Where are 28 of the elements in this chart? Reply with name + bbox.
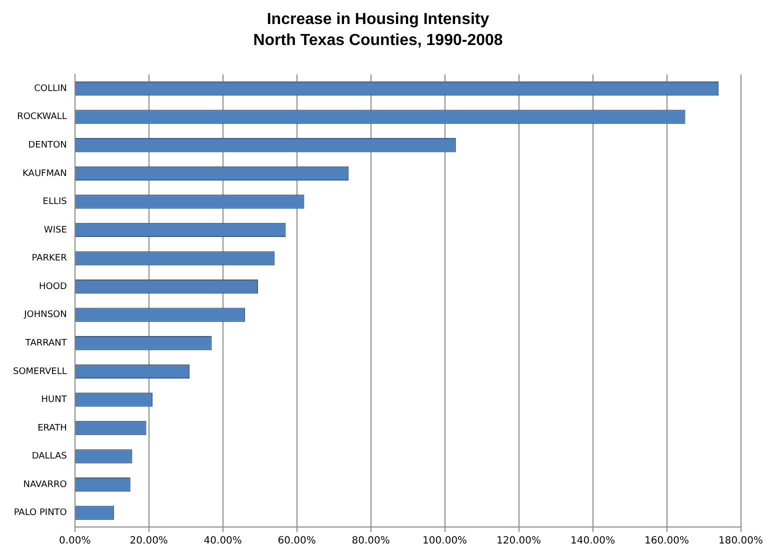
x-tick-label: 40.00% [204, 536, 242, 547]
x-tick-label: 140.00% [570, 536, 616, 547]
y-tick-label: HUNT [41, 395, 68, 406]
y-tick-label: DALLAS [32, 452, 68, 462]
y-tick-label: ERATH [38, 423, 67, 434]
y-tick-label: SOMERVELL [12, 366, 67, 377]
y-tick-label: DENTON [28, 140, 67, 150]
y-tick-label: COLLIN [34, 84, 67, 94]
y-tick-label: WISE [44, 225, 68, 236]
y-tick-label: ROCKWALL [17, 112, 67, 122]
y-tick-label: KAUFMAN [22, 168, 67, 179]
y-tick-label: HOOD [39, 282, 67, 292]
x-tick-label: 60.00% [278, 536, 316, 547]
chart-subtitle: North Texas Counties, 1990-2008 [253, 32, 503, 50]
x-tick-label: 100.00% [422, 536, 468, 547]
y-tick-label: NAVARRO [23, 480, 67, 490]
x-tick-label: 20.00% [130, 536, 168, 547]
y-tick-label: PALO PINTO [14, 508, 67, 518]
x-tick-label: 120.00% [496, 536, 542, 547]
chart-title: Increase in Housing Intensity [266, 11, 490, 28]
y-tick-label: JOHNSON [23, 310, 67, 320]
x-tick-label: 0.00% [58, 536, 91, 547]
x-tick-label: 160.00% [644, 536, 690, 547]
y-tick-label: PARKER [32, 254, 67, 264]
y-tick-label: ELLIS [42, 197, 68, 208]
x-tick-label: 80.00% [352, 536, 390, 547]
y-tick-label: TARRANT [24, 338, 68, 348]
x-tick-label: 180.00% [718, 536, 764, 547]
